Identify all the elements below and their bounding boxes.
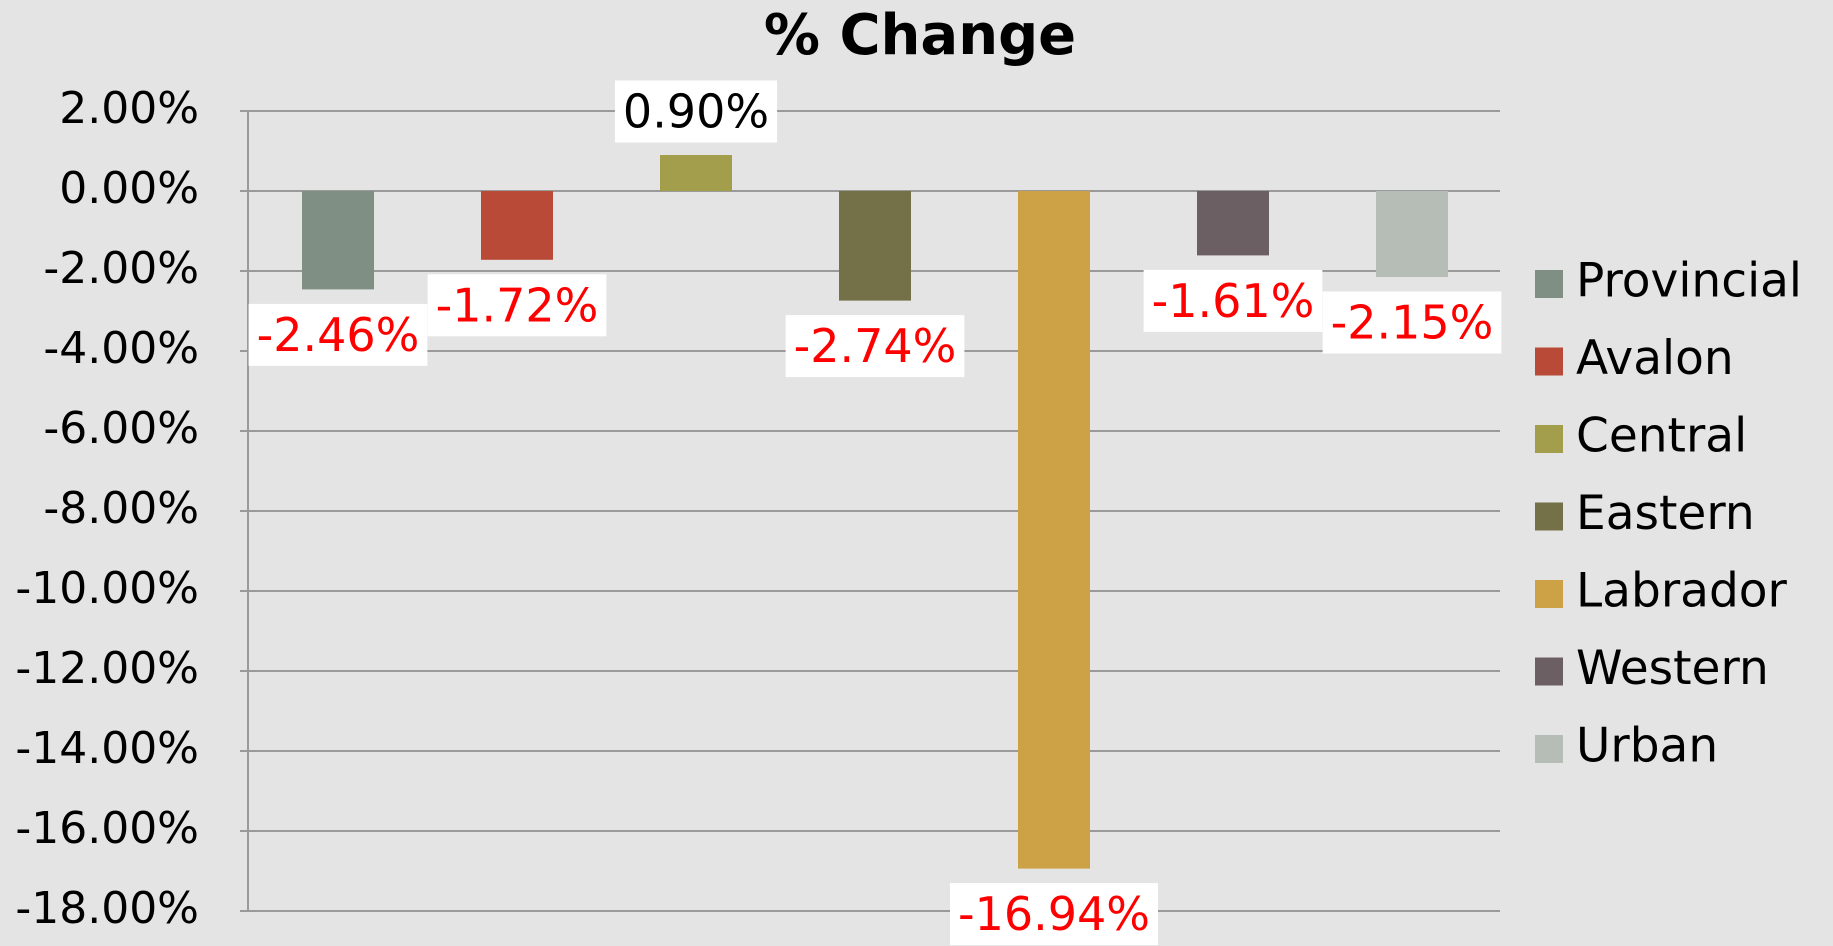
y-tick-label: -10.00% [15, 563, 199, 614]
y-tick-label: -12.00% [15, 643, 199, 694]
y-tick-label: -2.00% [43, 243, 199, 294]
legend-label: Eastern [1576, 486, 1755, 541]
legend-swatch [1535, 502, 1563, 531]
legend-swatch [1535, 580, 1563, 608]
data-label-box [1143, 269, 1323, 332]
legend-swatch [1535, 347, 1563, 376]
data-label-box [614, 80, 778, 143]
legend-label: Provincial [1576, 254, 1802, 309]
bar [1018, 191, 1090, 869]
y-tick-label: -6.00% [43, 403, 199, 454]
bar [481, 191, 553, 260]
legend-label: Western [1576, 641, 1769, 696]
y-tick-label: -4.00% [43, 323, 199, 374]
bar [302, 191, 374, 290]
data-label: 0.90% [623, 85, 769, 139]
legend-swatch [1535, 425, 1563, 453]
data-label: -2.15% [1331, 296, 1494, 350]
y-tick-label: -18.00% [15, 883, 199, 934]
data-label-box [1322, 291, 1502, 354]
y-tick-label: -8.00% [43, 483, 199, 534]
data-label: -1.72% [436, 278, 599, 332]
y-tick-label: 2.00% [59, 83, 199, 134]
y-tick-label: -14.00% [15, 723, 199, 774]
bar [839, 191, 911, 301]
y-tick-label: -16.00% [15, 803, 199, 854]
bar [1197, 191, 1269, 256]
legend-label: Labrador [1576, 564, 1788, 619]
data-label: -1.61% [1152, 274, 1315, 328]
legend-swatch [1535, 270, 1563, 298]
legend-label: Urban [1576, 719, 1718, 774]
legend-label: Avalon [1576, 331, 1734, 386]
data-label: -2.74% [794, 319, 957, 373]
data-label-box [950, 883, 1158, 946]
bar [1376, 191, 1448, 277]
grid [240, 110, 1500, 912]
data-label-box [427, 274, 607, 337]
y-tick-label: 0.00% [59, 163, 199, 214]
chart-title: % Change [764, 3, 1076, 68]
data-label-box [785, 315, 965, 378]
legend-label: Central [1576, 409, 1747, 464]
legend-swatch [1535, 657, 1563, 686]
data-label-box [248, 303, 428, 366]
legend-swatch [1535, 735, 1563, 763]
bar [660, 155, 732, 191]
data-label: -2.46% [257, 308, 420, 362]
data-label: -16.94% [958, 887, 1150, 941]
